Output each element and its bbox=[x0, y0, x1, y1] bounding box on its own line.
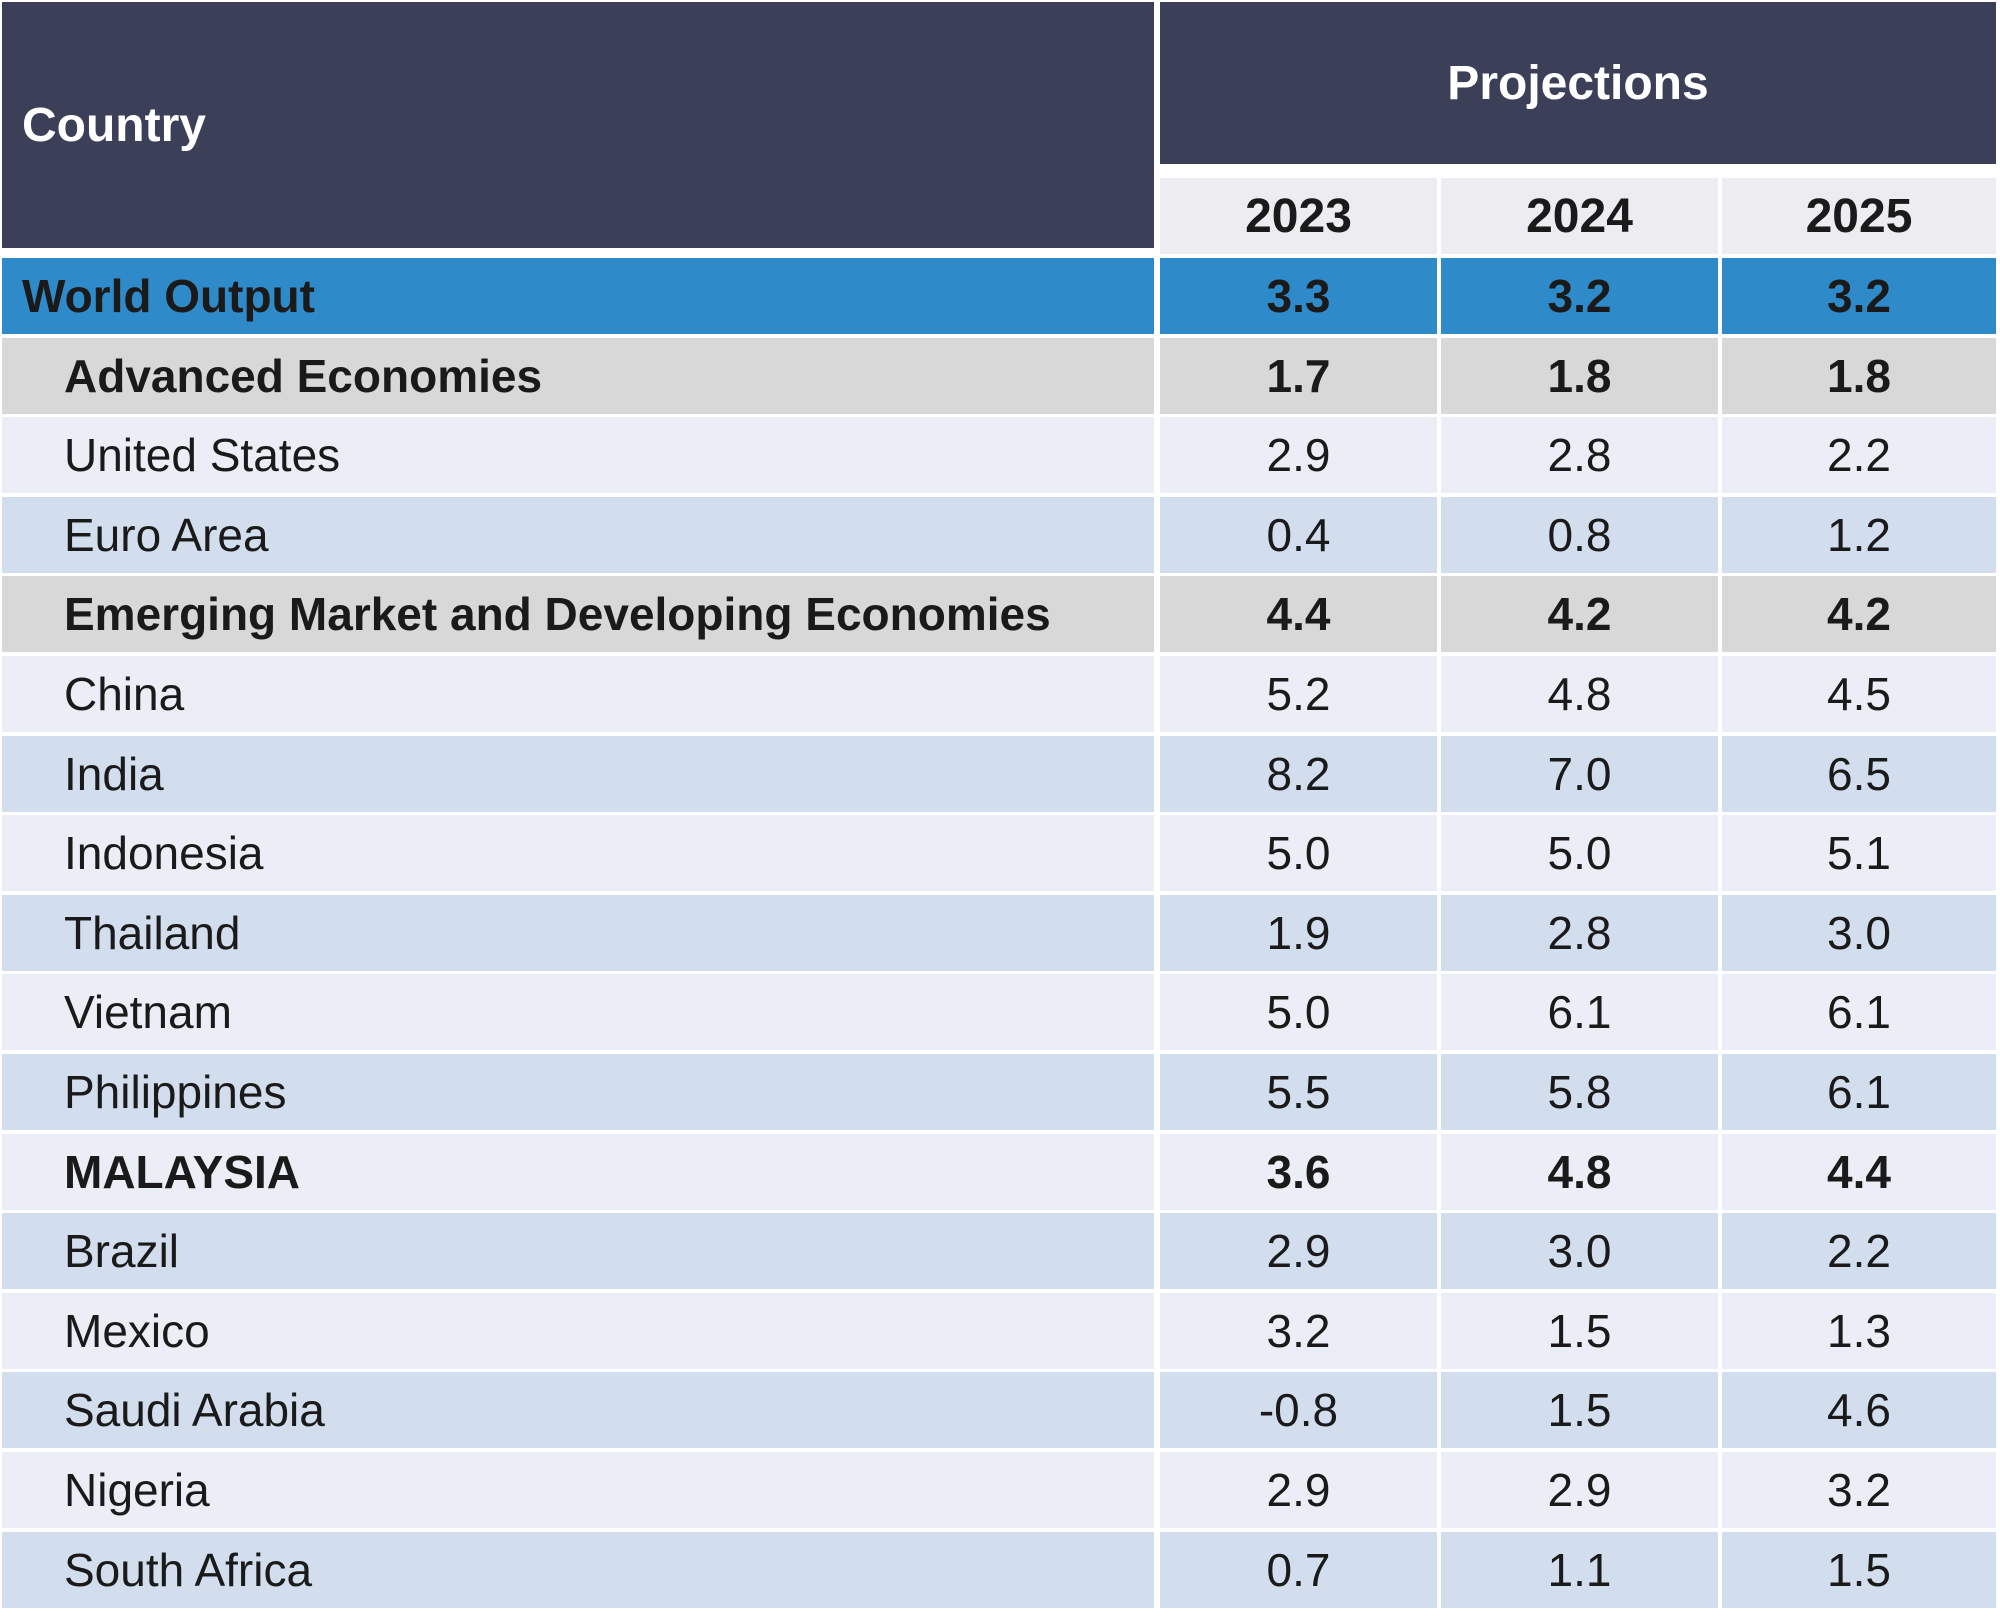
table-row: South Africa 0.7 1.1 1.5 bbox=[2, 1531, 1996, 1608]
value-cell-2025: 6.1 bbox=[1722, 974, 1996, 1051]
value-cell-2023: 4.4 bbox=[1160, 576, 1437, 653]
row-label: India bbox=[2, 735, 1154, 812]
table-row: United States 2.9 2.8 2.2 bbox=[2, 417, 1996, 494]
value-cell-2023: 3.2 bbox=[1160, 1292, 1437, 1369]
row-label: Mexico bbox=[2, 1292, 1154, 1369]
table-row: Euro Area 0.4 0.8 1.2 bbox=[2, 496, 1996, 573]
row-label: Saudi Arabia bbox=[2, 1372, 1154, 1449]
projections-header: Projections bbox=[1160, 2, 1996, 164]
table-row: Emerging Market and Developing Economies… bbox=[2, 576, 1996, 653]
value-cell-2025: 4.5 bbox=[1722, 656, 1996, 732]
row-label: Euro Area bbox=[2, 496, 1154, 573]
value-cell-2024: 1.1 bbox=[1441, 1531, 1718, 1608]
value-cell-2023: 0.7 bbox=[1160, 1531, 1437, 1608]
table-row: Advanced Economies 1.7 1.8 1.8 bbox=[2, 337, 1996, 414]
table-row: MALAYSIA 3.6 4.8 4.4 bbox=[2, 1133, 1996, 1210]
row-label: South Africa bbox=[2, 1531, 1154, 1608]
value-cell-2023: 5.5 bbox=[1160, 1054, 1437, 1130]
table-row: India 8.2 7.0 6.5 bbox=[2, 735, 1996, 812]
value-cell-2024: 2.8 bbox=[1441, 894, 1718, 971]
value-cell-2023: 5.0 bbox=[1160, 815, 1437, 892]
value-cell-2025: 4.2 bbox=[1722, 576, 1996, 653]
value-cell-2025: 3.2 bbox=[1722, 258, 1996, 334]
value-cell-2025: 5.1 bbox=[1722, 815, 1996, 892]
table-row: Philippines 5.5 5.8 6.1 bbox=[2, 1054, 1996, 1130]
value-cell-2025: 1.8 bbox=[1722, 337, 1996, 414]
value-cell-2025: 1.2 bbox=[1722, 496, 1996, 573]
value-cell-2023: 2.9 bbox=[1160, 417, 1437, 494]
row-label: Vietnam bbox=[2, 974, 1154, 1051]
value-cell-2023: 5.0 bbox=[1160, 974, 1437, 1051]
value-cell-2024: 0.8 bbox=[1441, 496, 1718, 573]
value-cell-2023: 0.4 bbox=[1160, 496, 1437, 573]
value-cell-2024: 2.8 bbox=[1441, 417, 1718, 494]
value-cell-2025: 4.6 bbox=[1722, 1372, 1996, 1449]
value-cell-2024: 3.0 bbox=[1441, 1213, 1718, 1290]
table-row: Indonesia 5.0 5.0 5.1 bbox=[2, 815, 1996, 892]
table-row: Thailand 1.9 2.8 3.0 bbox=[2, 894, 1996, 971]
row-label: Nigeria bbox=[2, 1452, 1154, 1528]
table-row: Nigeria 2.9 2.9 3.2 bbox=[2, 1452, 1996, 1528]
value-cell-2025: 4.4 bbox=[1722, 1133, 1996, 1210]
row-label: Indonesia bbox=[2, 815, 1154, 892]
value-cell-2023: 3.3 bbox=[1160, 258, 1437, 334]
row-label: Emerging Market and Developing Economies bbox=[2, 576, 1154, 653]
row-label: MALAYSIA bbox=[2, 1133, 1154, 1210]
value-cell-2024: 4.8 bbox=[1441, 656, 1718, 732]
value-cell-2023: 5.2 bbox=[1160, 656, 1437, 732]
row-label: United States bbox=[2, 417, 1154, 494]
row-label: China bbox=[2, 656, 1154, 732]
row-label: Brazil bbox=[2, 1213, 1154, 1290]
row-label: Philippines bbox=[2, 1054, 1154, 1130]
value-cell-2025: 6.1 bbox=[1722, 1054, 1996, 1130]
row-label: World Output bbox=[2, 258, 1154, 334]
value-cell-2024: 6.1 bbox=[1441, 974, 1718, 1051]
value-cell-2024: 1.5 bbox=[1441, 1372, 1718, 1449]
row-label: Advanced Economies bbox=[2, 337, 1154, 414]
value-cell-2024: 1.8 bbox=[1441, 337, 1718, 414]
value-cell-2023: 2.9 bbox=[1160, 1452, 1437, 1528]
value-cell-2023: 1.7 bbox=[1160, 337, 1437, 414]
value-cell-2025: 3.2 bbox=[1722, 1452, 1996, 1528]
table-row: China 5.2 4.8 4.5 bbox=[2, 656, 1996, 732]
value-cell-2025: 3.0 bbox=[1722, 894, 1996, 971]
value-cell-2024: 4.2 bbox=[1441, 576, 1718, 653]
value-cell-2025: 1.3 bbox=[1722, 1292, 1996, 1369]
value-cell-2024: 1.5 bbox=[1441, 1292, 1718, 1369]
value-cell-2024: 5.8 bbox=[1441, 1054, 1718, 1130]
value-cell-2023: 3.6 bbox=[1160, 1133, 1437, 1210]
year-header-2023: 2023 bbox=[1160, 178, 1437, 254]
table-row: Mexico 3.2 1.5 1.3 bbox=[2, 1292, 1996, 1369]
country-column-header: Country bbox=[2, 2, 1154, 248]
value-cell-2023: 8.2 bbox=[1160, 735, 1437, 812]
value-cell-2023: -0.8 bbox=[1160, 1372, 1437, 1449]
value-cell-2024: 2.9 bbox=[1441, 1452, 1718, 1528]
table-row: Vietnam 5.0 6.1 6.1 bbox=[2, 974, 1996, 1051]
value-cell-2025: 2.2 bbox=[1722, 417, 1996, 494]
table-row: Brazil 2.9 3.0 2.2 bbox=[2, 1213, 1996, 1290]
year-header-2024: 2024 bbox=[1441, 178, 1718, 254]
table-row: Saudi Arabia -0.8 1.5 4.6 bbox=[2, 1372, 1996, 1449]
value-cell-2024: 4.8 bbox=[1441, 1133, 1718, 1210]
table-row: World Output 3.3 3.2 3.2 bbox=[2, 258, 1996, 334]
value-cell-2023: 1.9 bbox=[1160, 894, 1437, 971]
value-cell-2025: 1.5 bbox=[1722, 1531, 1996, 1608]
value-cell-2025: 2.2 bbox=[1722, 1213, 1996, 1290]
year-header-2025: 2025 bbox=[1722, 178, 1996, 254]
row-label: Thailand bbox=[2, 894, 1154, 971]
value-cell-2024: 5.0 bbox=[1441, 815, 1718, 892]
value-cell-2025: 6.5 bbox=[1722, 735, 1996, 812]
value-cell-2024: 3.2 bbox=[1441, 258, 1718, 334]
value-cell-2023: 2.9 bbox=[1160, 1213, 1437, 1290]
value-cell-2024: 7.0 bbox=[1441, 735, 1718, 812]
